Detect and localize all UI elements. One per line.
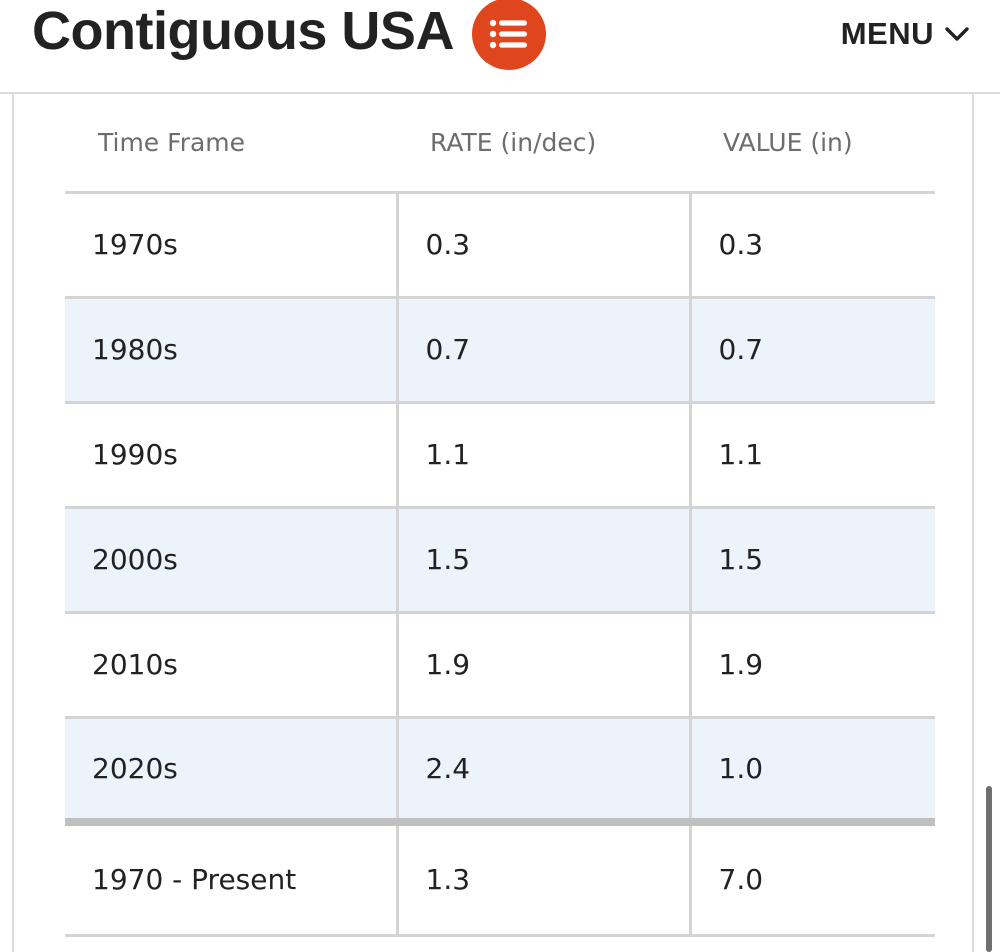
value-cell: 1.5 [688, 507, 935, 614]
column-header-rate: RATE (in/dec) [397, 94, 690, 194]
value-cell: 1.9 [688, 612, 935, 719]
value-cell: 0.7 [688, 297, 935, 404]
value-cell: 1.0 [688, 717, 935, 826]
table-row: 1990s 1.1 1.1 [65, 402, 935, 509]
time-frame-cell: 2000s [65, 507, 397, 614]
list-icon [489, 19, 527, 49]
rate-cell: 0.7 [395, 297, 690, 404]
total-value-cell: 7.0 [688, 822, 935, 937]
page-title: Contiguous USA [32, 1, 454, 61]
scrollbar-thumb[interactable] [986, 786, 992, 952]
time-frame-cell: 1980s [65, 297, 397, 404]
time-frame-cell: 2020s [65, 717, 397, 826]
menu-button[interactable]: MENU [841, 14, 970, 54]
table-header-row: Time Frame RATE (in/dec) VALUE (in) [65, 94, 935, 194]
table-row: 1970s 0.3 0.3 [65, 192, 935, 299]
content-frame [12, 94, 974, 952]
time-frame-cell: 2010s [65, 612, 397, 719]
table-total-row: 1970 - Present 1.3 7.0 [65, 822, 935, 937]
menu-label: MENU [840, 16, 934, 51]
table-of-contents-button[interactable] [472, 0, 546, 70]
value-cell: 0.3 [688, 192, 935, 299]
column-header-value: VALUE (in) [690, 94, 935, 194]
column-header-time-frame: Time Frame [65, 94, 397, 194]
site-header: Contiguous USA MENU [0, 0, 1000, 94]
value-cell: 1.1 [688, 402, 935, 509]
table-row: 2010s 1.9 1.9 [65, 612, 935, 719]
chevron-down-icon [945, 27, 969, 41]
rate-cell: 1.5 [395, 507, 690, 614]
time-frame-cell: 1970s [65, 192, 397, 299]
time-frame-cell: 1990s [65, 402, 397, 509]
table-row: 2020s 2.4 1.0 [65, 717, 935, 826]
total-time-frame-cell: 1970 - Present [65, 822, 397, 937]
rate-cell: 0.3 [395, 192, 690, 299]
sea-level-table: Time Frame RATE (in/dec) VALUE (in) 1970… [65, 94, 935, 937]
table-row: 1980s 0.7 0.7 [65, 297, 935, 404]
rate-cell: 2.4 [395, 717, 690, 826]
rate-cell: 1.1 [395, 402, 690, 509]
table-row: 2000s 1.5 1.5 [65, 507, 935, 614]
rate-cell: 1.9 [395, 612, 690, 719]
total-rate-cell: 1.3 [395, 822, 690, 937]
